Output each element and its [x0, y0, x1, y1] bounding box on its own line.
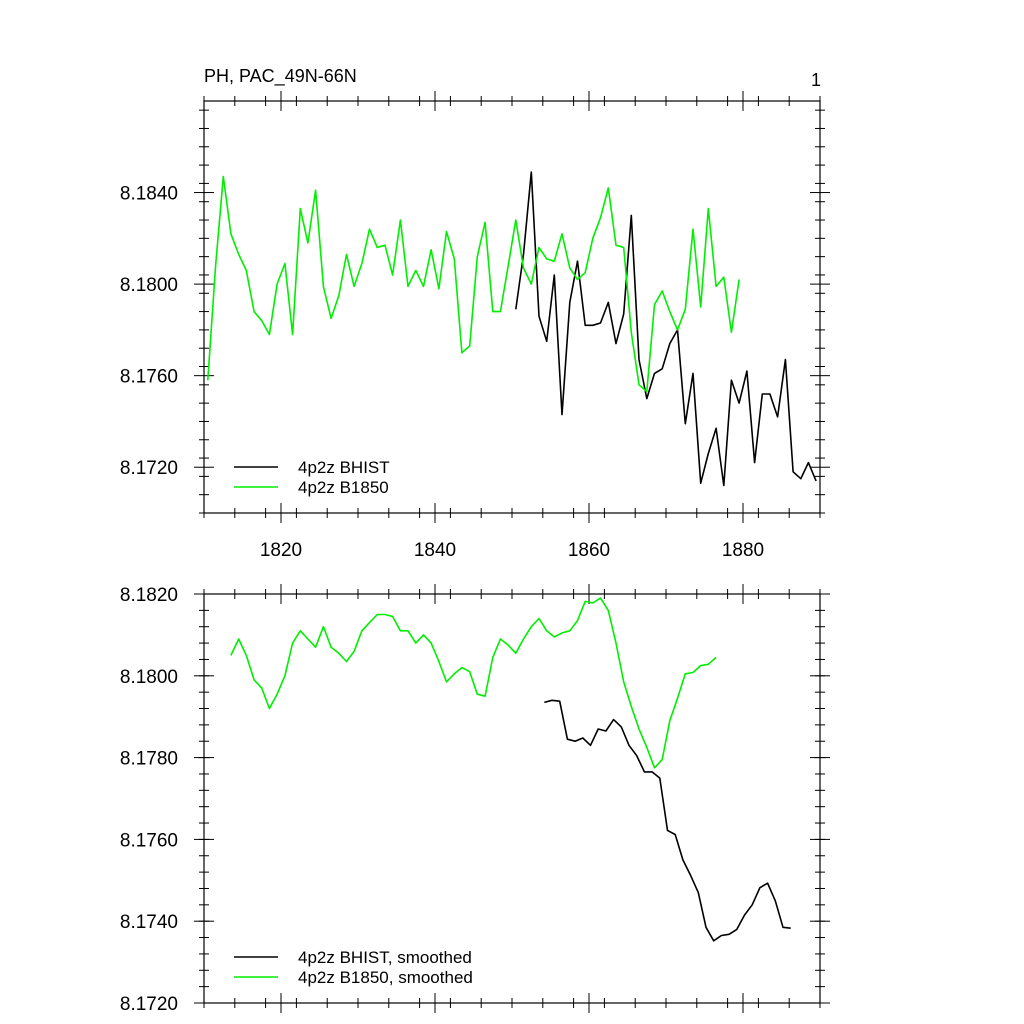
series-line-b1850 — [230, 597, 717, 769]
y-tick-label: 8.1780 — [120, 749, 178, 770]
y-tick-label: 8.1760 — [120, 830, 178, 851]
legend-label: 4p2z BHIST, smoothed — [298, 948, 472, 967]
top-panel: 1820 1840 1860 1880 8.1720 8.1760 8.1800 8.1840… — [120, 91, 830, 561]
y-tick-label: 8.1760 — [120, 367, 178, 388]
legend-label: 4p2z B1850 — [298, 478, 389, 497]
y-tick-label: 8.1720 — [120, 458, 178, 479]
bottom-panel: 8.1720 8.1740 8.1760 8.1780 8.1800 8.1820 4p2z… — [120, 584, 830, 1015]
legend-label: 4p2z BHIST — [298, 458, 390, 477]
x-tick-label: 1840 — [414, 540, 456, 561]
x-tick-label: 1820 — [260, 540, 302, 561]
series-line-b1850 — [207, 175, 740, 393]
chart-title: PH, PAC_49N-66N — [204, 66, 357, 87]
y-tick-label: 8.1800 — [120, 275, 178, 296]
y-tick-label: 8.1800 — [120, 667, 178, 688]
panel-number: 1 — [811, 70, 821, 90]
y-tick-label: 8.1820 — [120, 585, 178, 606]
x-tick-label: 1860 — [568, 540, 610, 561]
y-tick-label: 8.1720 — [120, 994, 178, 1015]
y-tick-label: 8.1740 — [120, 912, 178, 933]
legend-label: 4p2z B1850, smoothed — [298, 968, 473, 987]
series-line-bhist — [515, 171, 817, 487]
y-tick-label: 8.1840 — [120, 184, 178, 205]
series-line-bhist — [544, 699, 791, 942]
x-tick-label: 1880 — [722, 540, 764, 561]
plot-frame — [203, 593, 821, 1004]
